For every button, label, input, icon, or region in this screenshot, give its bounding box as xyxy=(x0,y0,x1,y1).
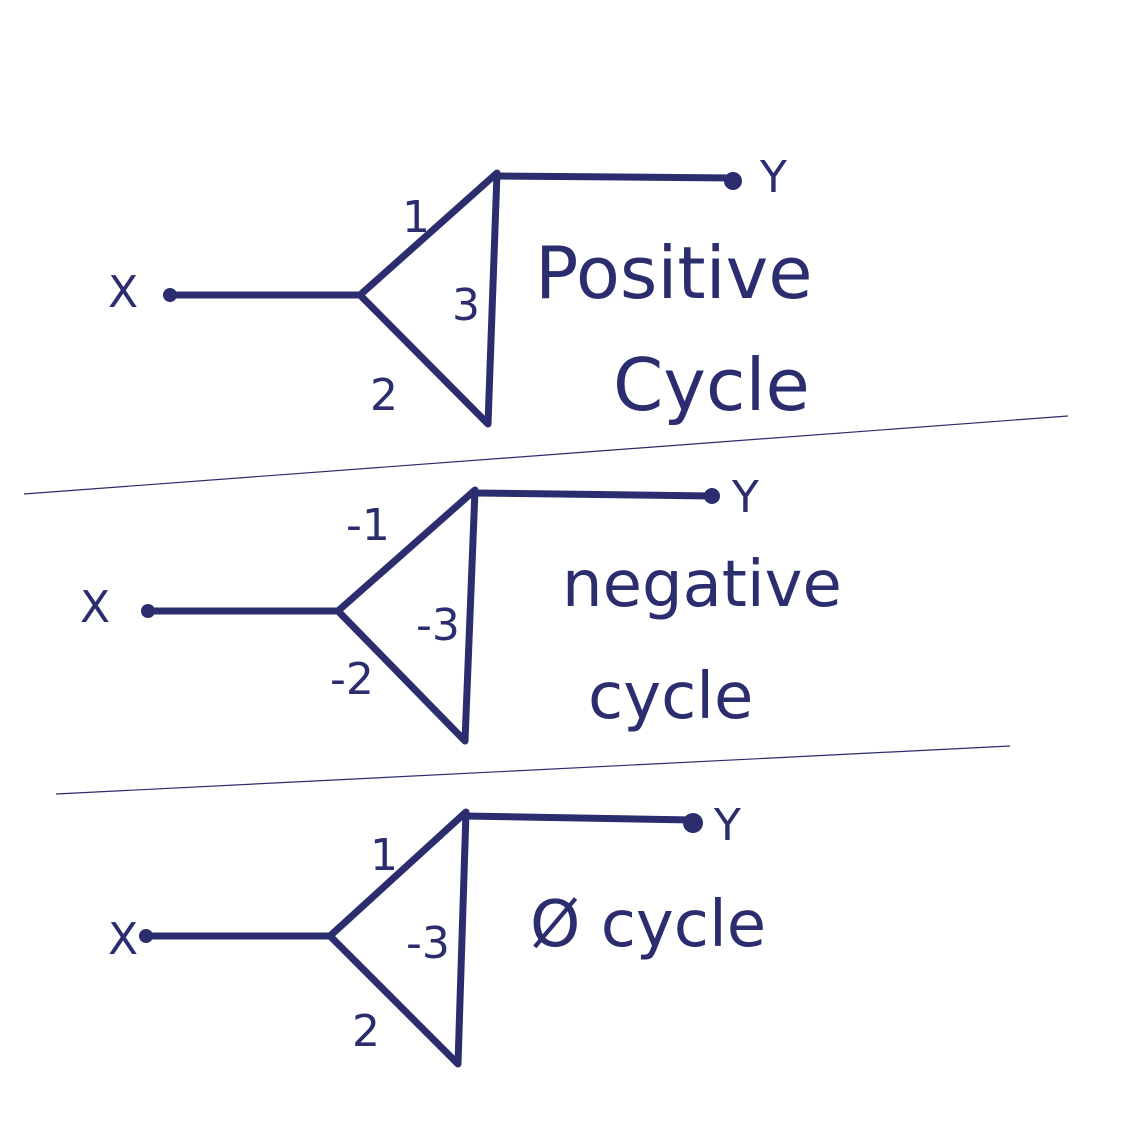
node-x xyxy=(141,604,155,618)
graph-edges xyxy=(170,173,497,424)
caption-line-2: Cycle xyxy=(613,343,810,427)
positive-cycle-graph: X Y 1 2 3 Positive Cycle xyxy=(108,152,813,427)
y-label: Y xyxy=(713,800,741,851)
edge-to-y xyxy=(475,493,712,496)
edge-weight-2: 2 xyxy=(370,370,398,421)
node-x xyxy=(139,929,153,943)
x-label: X xyxy=(108,914,138,965)
edge-weight-2: 2 xyxy=(352,1006,380,1057)
caption-line-1: Positive xyxy=(535,231,813,315)
caption-line-1: negative xyxy=(562,548,842,622)
zero-cycle-graph: X Y 1 2 -3 Ø cycle xyxy=(108,800,766,1064)
edge-weight-1: -1 xyxy=(346,500,390,551)
edge-to-y xyxy=(466,816,693,820)
caption-line-2: cycle xyxy=(588,660,753,734)
x-label: X xyxy=(80,582,110,633)
edge-weight-3: -3 xyxy=(416,600,460,651)
node-y xyxy=(683,813,703,833)
edge-weight-1: 1 xyxy=(402,192,430,243)
separator-line xyxy=(24,416,1068,494)
x-label: X xyxy=(108,267,138,318)
edge-weight-3: 3 xyxy=(452,280,480,331)
edge-weight-1: 1 xyxy=(370,830,398,881)
edge-to-y xyxy=(497,176,733,178)
edge-weight-3: -3 xyxy=(406,918,450,969)
separator-line xyxy=(56,746,1010,794)
edge-weight-2: -2 xyxy=(330,654,374,705)
caption-line-1: Ø cycle xyxy=(530,888,766,962)
node-x xyxy=(163,288,177,302)
negative-cycle-graph: X Y -1 -2 -3 negative cycle xyxy=(80,472,842,741)
node-y xyxy=(704,488,720,504)
y-label: Y xyxy=(731,472,759,523)
node-y xyxy=(724,172,742,190)
y-label: Y xyxy=(759,152,787,203)
